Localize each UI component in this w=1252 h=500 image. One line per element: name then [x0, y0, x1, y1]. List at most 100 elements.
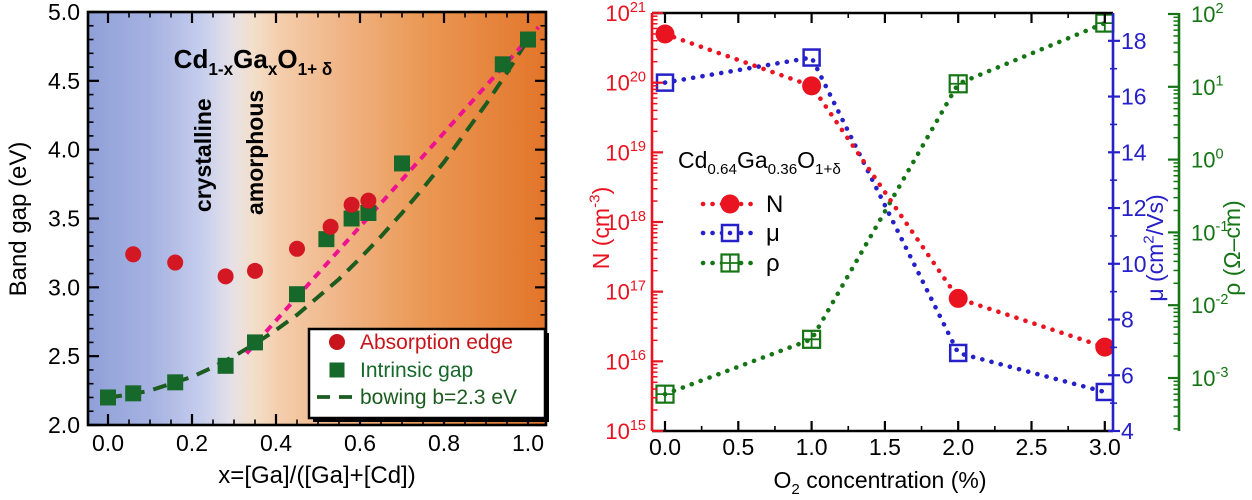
carrier-density-point — [655, 24, 675, 44]
intrinsic-gap-point — [289, 286, 305, 303]
svg-text:18: 18 — [1121, 28, 1147, 54]
absorption-edge-point — [289, 240, 305, 257]
svg-text:1019: 1019 — [605, 139, 646, 165]
bandgap-ytick-labels: 2.0 2.5 3.0 3.5 4.0 4.5 5.0 — [48, 0, 80, 438]
intrinsic-gap-point — [247, 334, 263, 351]
svg-text:1.0: 1.0 — [512, 430, 544, 456]
carrier-density-point — [948, 288, 968, 308]
intrinsic-gap-point — [318, 231, 335, 248]
transport-chart: Cd0.64Ga0.36O1+δ 0.0 0.5 1.0 1.5 2.0 2.5 3.0 O2 … — [586, 0, 1245, 498]
svg-text:bowing b=2.3 eV: bowing b=2.3 eV — [360, 386, 517, 409]
svg-text:O2 concentration (%): O2 concentration (%) — [774, 467, 987, 498]
legend-dot — [727, 230, 733, 236]
absorption-edge-point — [125, 246, 142, 263]
transport-legend-entry-2: ρ — [700, 250, 780, 277]
mu-point — [948, 343, 968, 363]
region-label-amorphous: amorphous — [242, 90, 268, 215]
svg-text:10: 10 — [1121, 251, 1147, 277]
svg-text:Absorption edge: Absorption edge — [360, 331, 513, 354]
mu-axis-tick-labels: 4 6 8 10 12 14 16 18 — [1121, 28, 1147, 444]
svg-text:Band gap (eV): Band gap (eV) — [5, 142, 32, 297]
svg-text:ρ (Ω–cm): ρ (Ω–cm) — [1219, 200, 1245, 295]
carrier-density-point — [802, 76, 822, 96]
transport-chart-title: Cd0.64Ga0.36O1+δ — [678, 147, 841, 178]
svg-text:1016: 1016 — [605, 348, 646, 374]
mu-axis-ticks — [1108, 39, 1120, 433]
bandgap-chart: crystalline amorphous Cd1-xGaxO1+ δ 0.0 0.2 0… — [5, 0, 549, 489]
legend-square-marker — [329, 362, 345, 378]
intrinsic-gap-point — [343, 210, 360, 227]
carrier-density-series — [655, 24, 1115, 357]
svg-text:1020: 1020 — [605, 69, 646, 95]
rho-point — [948, 74, 968, 94]
legend-circle-marker — [329, 334, 345, 350]
svg-text:3.0: 3.0 — [48, 274, 80, 300]
svg-text:1.0: 1.0 — [796, 434, 828, 460]
transport-xtick-labels: 0.0 0.5 1.0 1.5 2.0 2.5 3.0 — [649, 434, 1121, 460]
svg-text:3.5: 3.5 — [48, 205, 80, 231]
bandgap-xaxis-title: x=[Ga]/([Ga]+[Cd]) — [218, 462, 415, 489]
svg-text:crystalline: crystalline — [190, 98, 216, 212]
svg-text:2.5: 2.5 — [1016, 434, 1048, 460]
svg-text:4.5: 4.5 — [48, 68, 80, 94]
absorption-edge-point — [167, 254, 184, 271]
rho-axis-title: ρ (Ω–cm) — [1219, 200, 1245, 295]
bandgap-yaxis-title: Band gap (eV) — [5, 142, 32, 297]
intrinsic-gap-point — [167, 374, 184, 391]
intrinsic-gap-point — [217, 357, 234, 374]
intrinsic-gap-point — [360, 204, 377, 221]
bandgap-axis-ticks — [88, 10, 546, 427]
intrinsic-gap-point — [394, 155, 410, 172]
svg-text:5.0: 5.0 — [48, 0, 80, 25]
svg-text:Cd1-xGaxO1+ δ: Cd1-xGaxO1+ δ — [174, 44, 333, 79]
svg-text:2.0: 2.0 — [48, 412, 80, 438]
svg-text:101: 101 — [1191, 74, 1224, 100]
svg-text:Cd0.64Ga0.36O1+δ: Cd0.64Ga0.36O1+δ — [678, 147, 841, 178]
svg-text:16: 16 — [1121, 84, 1147, 110]
svg-text:1021: 1021 — [605, 0, 646, 26]
intrinsic-gap-point — [494, 56, 511, 73]
N-axis-title: N (cm-3) — [586, 187, 614, 270]
svg-text:12: 12 — [1121, 195, 1147, 221]
legend-entry-0: Absorption edge — [329, 331, 513, 354]
svg-text:10-1: 10-1 — [1191, 219, 1228, 245]
transport-legend-entry-0: N — [700, 191, 783, 218]
svg-text:0.8: 0.8 — [428, 430, 460, 456]
intrinsic-gap-point — [100, 389, 116, 406]
svg-text:0.6: 0.6 — [344, 430, 376, 456]
svg-text:3.0: 3.0 — [1089, 434, 1121, 460]
svg-text:100: 100 — [1191, 146, 1224, 172]
svg-text:0.0: 0.0 — [92, 430, 124, 456]
absorption-edge-point — [343, 196, 360, 213]
svg-text:14: 14 — [1121, 139, 1147, 165]
svg-text:0.0: 0.0 — [649, 434, 681, 460]
region-label-crystalline: crystalline — [190, 98, 216, 212]
svg-text:μ: μ — [766, 220, 780, 247]
legend-entry-1: Intrinsic gap — [329, 359, 473, 382]
svg-text:8: 8 — [1121, 307, 1134, 333]
transport-legend: Nμρ — [700, 191, 783, 277]
legend-crossed-square-marker — [720, 253, 740, 273]
absorption-edge-point — [360, 192, 377, 209]
absorption-edge-point — [247, 262, 263, 279]
svg-text:102: 102 — [1191, 1, 1224, 27]
svg-text:N (cm-3): N (cm-3) — [586, 187, 614, 270]
intrinsic-gap-series — [100, 31, 536, 406]
rho-axis-ticks — [1168, 12, 1179, 430]
svg-text:2.0: 2.0 — [942, 434, 974, 460]
svg-text:10-3: 10-3 — [1191, 365, 1228, 391]
svg-text:Intrinsic gap: Intrinsic gap — [360, 359, 473, 382]
absorption-edge-point — [322, 218, 339, 235]
svg-text:6: 6 — [1121, 362, 1134, 388]
mu-axis-title: μ (cm2/Vs) — [1140, 194, 1168, 301]
rho-axis-tick-labels: 102 101 100 10-1 10-2 10-3 — [1191, 1, 1228, 391]
svg-text:x=[Ga]/([Ga]+[Cd]): x=[Ga]/([Ga]+[Cd]) — [218, 462, 415, 489]
transport-xticks — [663, 13, 1106, 431]
svg-text:N: N — [766, 191, 783, 218]
svg-text:1017: 1017 — [605, 278, 646, 304]
svg-text:0.2: 0.2 — [176, 430, 208, 456]
N-axis-ticks — [652, 11, 663, 433]
svg-text:μ (cm2/Vs): μ (cm2/Vs) — [1140, 194, 1168, 301]
